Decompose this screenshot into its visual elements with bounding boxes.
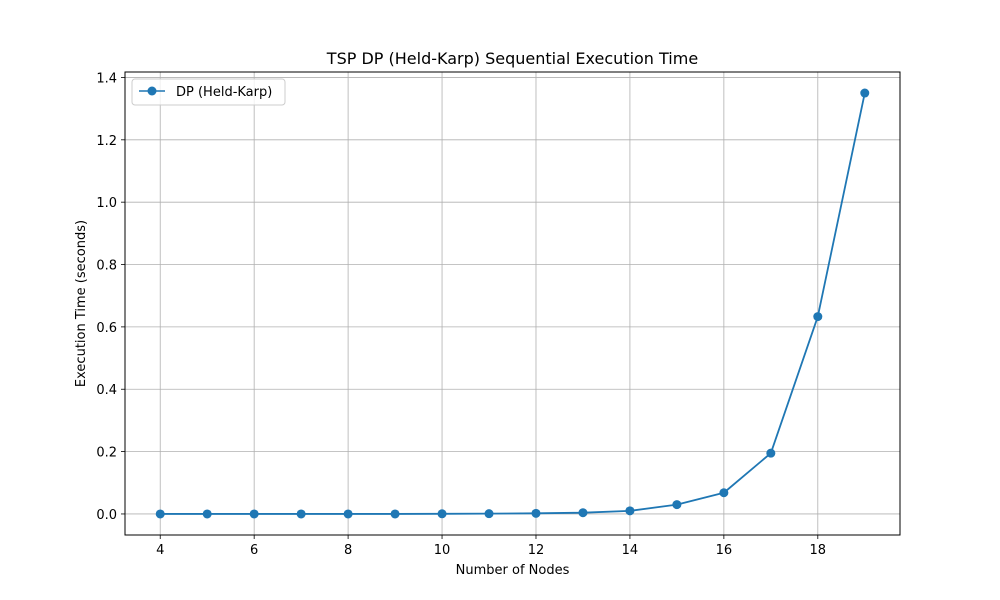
data-point-marker	[860, 88, 870, 98]
data-point-marker	[531, 508, 541, 518]
chart-title: TSP DP (Held-Karp) Sequential Execution …	[326, 49, 698, 68]
data-point-marker	[155, 509, 165, 519]
axis-ticks: 4 6 8 10 12 14 16 18 0.0 0.2 0.4 0.6 0.8 1.0 1.2 1.4	[96, 71, 826, 558]
data-point-marker	[202, 509, 212, 519]
y-tick-label: 0.0	[96, 508, 117, 523]
y-tick-label: 0.8	[96, 259, 117, 274]
plot-area-frame	[124, 71, 901, 536]
x-tick-label: 14	[622, 543, 639, 558]
data-point-marker	[249, 509, 259, 519]
y-axis-label: Execution Time (seconds)	[74, 220, 89, 387]
x-tick-label: 12	[528, 543, 545, 558]
x-axis-label: Number of Nodes	[456, 563, 570, 578]
data-point-marker	[437, 509, 447, 519]
y-tick-label: 0.6	[96, 321, 117, 336]
data-point-marker	[484, 509, 494, 519]
y-tick-label: 1.4	[96, 71, 117, 86]
x-tick-label: 10	[434, 543, 451, 558]
y-tick-label: 0.4	[96, 383, 117, 398]
series-layer	[155, 88, 870, 519]
y-tick-label: 0.2	[96, 446, 117, 461]
x-tick-label: 8	[344, 543, 352, 558]
y-tick-label: 1.0	[96, 196, 117, 211]
data-point-marker	[766, 448, 776, 458]
legend-box	[131, 78, 286, 106]
x-tick-label: 6	[250, 543, 258, 558]
x-tick-label: 4	[156, 543, 164, 558]
data-point-marker	[672, 500, 682, 510]
legend-series-label: DP (Held-Karp)	[176, 85, 272, 100]
y-tick-label: 1.2	[96, 134, 117, 149]
data-point-marker	[296, 509, 306, 519]
data-point-marker	[813, 312, 823, 322]
legend: DP (Held-Karp)	[131, 78, 286, 106]
series-line	[160, 92, 866, 515]
data-point-marker	[343, 509, 353, 519]
data-point-marker	[719, 488, 729, 498]
x-tick-label: 16	[716, 543, 733, 558]
data-point-marker	[390, 509, 400, 519]
legend-series-marker	[147, 86, 157, 96]
data-point-marker	[625, 506, 635, 516]
x-tick-label: 18	[810, 543, 827, 558]
data-point-marker	[578, 508, 588, 518]
